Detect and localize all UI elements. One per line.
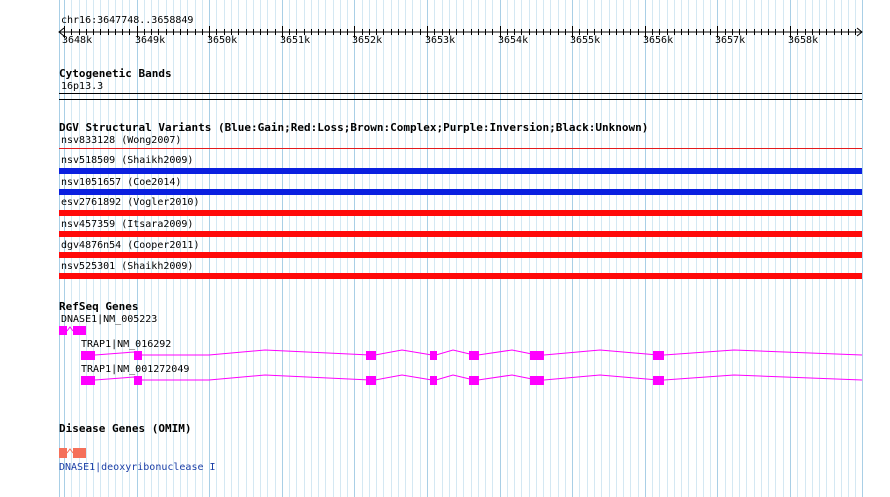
ruler-tick-label: 3657k [715, 35, 746, 46]
gene-feature-dnase1[interactable] [59, 326, 86, 335]
variant-feature-loss[interactable] [59, 273, 862, 279]
omim-track-title: Disease Genes (OMIM) [59, 422, 192, 435]
variant-feature-loss[interactable] [59, 252, 862, 258]
variant-label: nsv1051657 (Coe2014) [61, 177, 182, 188]
gene-label-trap1-016292[interactable]: TRAP1|NM_016292 [81, 339, 172, 350]
omim-gene-label[interactable]: DNASE1|deoxyribonuclease I [59, 462, 216, 473]
ruler-tick-label: 3652k [352, 35, 383, 46]
variant-feature-loss[interactable] [59, 148, 862, 149]
gene-label-trap1-001272049[interactable]: TRAP1|NM_001272049 [81, 364, 190, 375]
ruler-tick-label: 3653k [425, 35, 456, 46]
ruler-tick-label: 3651k [280, 35, 311, 46]
ruler-tick-label: 3658k [788, 35, 819, 46]
variant-feature-gain[interactable] [59, 189, 862, 195]
ruler-tick-label: 3654k [498, 35, 529, 46]
variant-label: nsv833128 (Wong2007) [61, 135, 182, 146]
ruler-tick-label: 3649k [135, 35, 166, 46]
variant-feature-loss[interactable] [59, 210, 862, 216]
dgv-track-title: DGV Structural Variants (Blue:Gain;Red:L… [59, 121, 649, 134]
gene-feature-trap1-016292[interactable] [81, 349, 863, 360]
region-label: chr16:3647748..3658849 [61, 15, 194, 26]
cytoband-track-title: Cytogenetic Bands [59, 67, 172, 80]
ruler[interactable] [0, 0, 890, 60]
cytoband-label: 16p13.3 [61, 81, 104, 92]
ruler-tick-label: 3650k [207, 35, 238, 46]
variant-label: dgv4876n54 (Cooper2011) [61, 240, 200, 251]
variant-feature-gain[interactable] [59, 168, 862, 174]
variant-label: nsv518509 (Shaikh2009) [61, 155, 194, 166]
gene-label-dnase1[interactable]: DNASE1|NM_005223 [61, 314, 158, 325]
variant-label: nsv457359 (Itsara2009) [61, 219, 194, 230]
ruler-tick-label: 3656k [643, 35, 674, 46]
refseq-track-title: RefSeq Genes [59, 300, 139, 313]
variant-label: nsv525301 (Shaikh2009) [61, 261, 194, 272]
ruler-tick-label: 3655k [570, 35, 601, 46]
omim-feature-dnase1[interactable] [0, 440, 100, 460]
variant-label: esv2761892 (Vogler2010) [61, 197, 200, 208]
refseq-features [59, 326, 863, 385]
variant-feature-loss[interactable] [59, 231, 862, 237]
cytoband-bar-top[interactable] [59, 93, 862, 94]
ruler-tick-label: 3648k [62, 35, 93, 46]
gene-feature-trap1-001272049[interactable] [81, 374, 863, 385]
cytoband-bar-bottom[interactable] [59, 99, 862, 100]
